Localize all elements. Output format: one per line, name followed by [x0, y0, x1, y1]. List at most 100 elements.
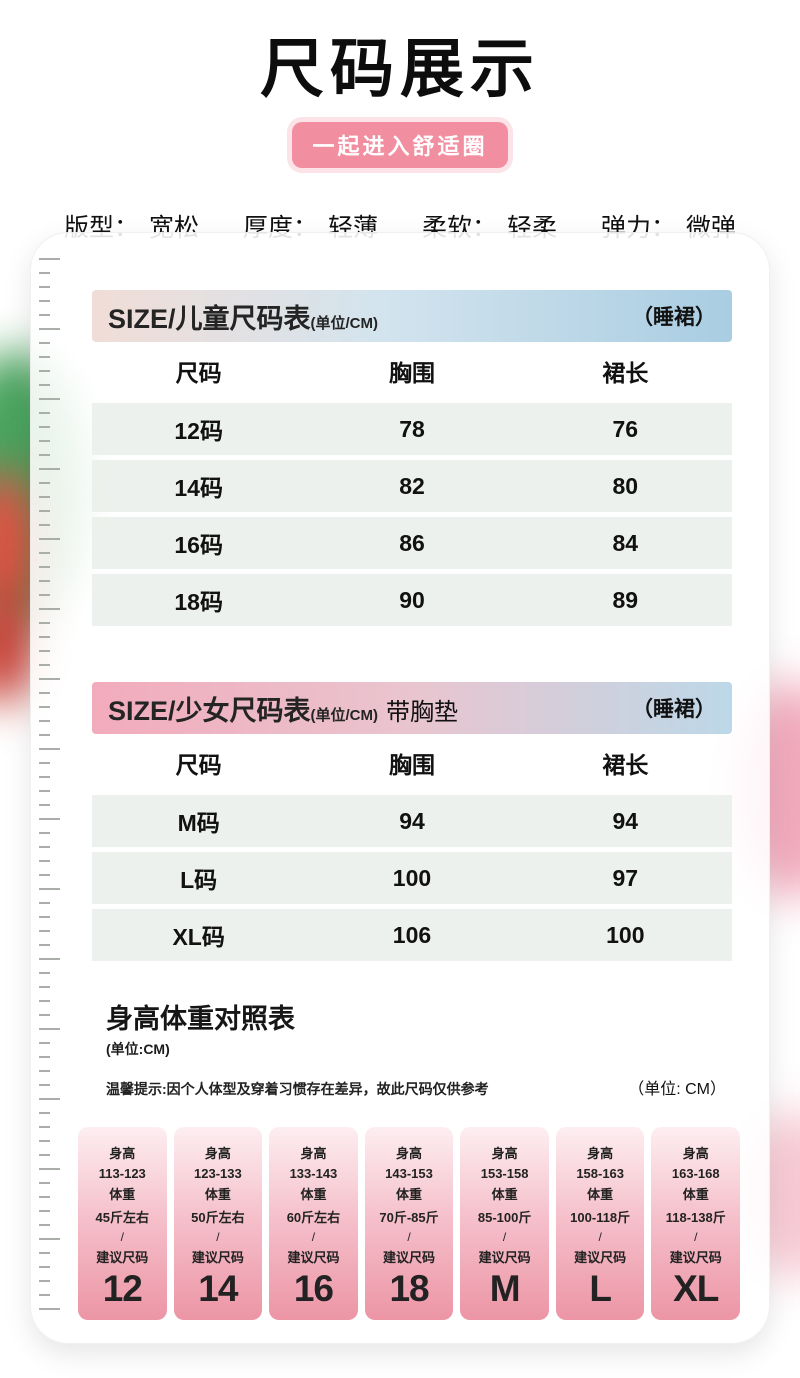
- table-row: L码 100 97: [92, 852, 732, 904]
- reference-unit: (单位:CM): [106, 1041, 170, 1057]
- column-header: 胸围: [388, 360, 435, 386]
- card-size-value: M: [489, 1268, 521, 1309]
- length-cell: 94: [612, 807, 639, 834]
- size-cell: 18码: [174, 589, 223, 615]
- card-weight-label: 体重: [300, 1187, 327, 1202]
- card-suggest-label: 建议尺码: [478, 1250, 531, 1265]
- length-cell: 97: [612, 864, 639, 891]
- card-suggest-label: 建议尺码: [96, 1250, 149, 1265]
- card-suggest-label: 建议尺码: [383, 1250, 436, 1265]
- card-weight-value: 50斤左右: [191, 1210, 245, 1225]
- column-header: 尺码: [175, 752, 222, 778]
- card-height-label: 身高: [300, 1146, 327, 1161]
- card-suggest-label: 建议尺码: [287, 1250, 340, 1265]
- card-divider: /: [311, 1230, 316, 1244]
- kids-table-header: SIZE/儿童尺码表 (单位/CM) （睡裙）: [92, 290, 732, 342]
- reference-title: 身高体重对照表: [106, 1004, 295, 1034]
- girls-size-table: SIZE/少女尺码表 (单位/CM) 带胸垫 （睡裙） 尺码 胸围 裙长 M码 …: [92, 682, 732, 961]
- card-weight-label: 体重: [587, 1187, 614, 1202]
- card-weight-label: 体重: [682, 1187, 709, 1202]
- table-title: SIZE/儿童尺码表: [108, 303, 311, 334]
- column-header: 胸围: [388, 752, 435, 778]
- table-row: 12码 78 76: [92, 403, 732, 455]
- card-height-value: 153-158: [480, 1166, 529, 1181]
- card-divider: /: [598, 1230, 602, 1244]
- size-card-xl: 身高 163-168 体重 118-138斤 / 建议尺码 XL: [651, 1127, 741, 1320]
- size-card-16: 身高 133-143 体重 60斤左右 / 建议尺码 16: [269, 1127, 358, 1320]
- card-divider: /: [120, 1230, 124, 1244]
- chest-cell: 78: [399, 415, 425, 442]
- reference-note-row: 温馨提示:因个人体型及穿着习惯存在差异，故此尺码仅供参考 （单位: CM）: [92, 1075, 732, 1099]
- table-row: XL码 106 100: [92, 909, 732, 961]
- table-row: 18码 90 89: [92, 574, 732, 626]
- size-cell: XL码: [172, 924, 225, 950]
- size-cell: 12码: [174, 418, 223, 444]
- card-height-label: 身高: [491, 1146, 518, 1161]
- card-divider: /: [502, 1230, 507, 1244]
- card-height-label: 身高: [109, 1146, 136, 1161]
- card-weight-value: 118-138斤: [665, 1210, 726, 1225]
- card-height-value: 163-168: [671, 1166, 720, 1181]
- table-title-group: SIZE/儿童尺码表 (单位/CM): [108, 297, 386, 336]
- card-height-value: 113-123: [98, 1166, 146, 1181]
- chest-cell: 86: [399, 529, 425, 556]
- card-weight-label: 体重: [109, 1187, 136, 1202]
- card-size-value: XL: [673, 1268, 719, 1309]
- kids-size-table: SIZE/儿童尺码表 (单位/CM) （睡裙） 尺码 胸围 裙长 12码 78 …: [92, 290, 732, 626]
- chest-cell: 100: [392, 864, 432, 891]
- size-cell: 16码: [174, 532, 223, 558]
- card-height-value: 158-163: [576, 1166, 625, 1181]
- length-cell: 76: [612, 415, 639, 442]
- card-weight-value: 100-118斤: [570, 1210, 631, 1225]
- card-height-value: 123-133: [194, 1166, 242, 1181]
- table-title-group: SIZE/少女尺码表 (单位/CM) 带胸垫: [108, 689, 458, 728]
- length-cell: 84: [612, 529, 639, 556]
- chest-cell: 94: [399, 807, 425, 834]
- page-title: 尺码展示: [260, 33, 540, 105]
- size-card-18: 身高 143-153 体重 70斤-85斤 / 建议尺码 18: [364, 1127, 454, 1320]
- card-height-value: 143-153: [385, 1166, 433, 1181]
- card-weight-value: 85-100斤: [477, 1210, 532, 1225]
- card-divider: /: [694, 1230, 698, 1244]
- reference-note: 温馨提示:因个人体型及穿着习惯存在差异，故此尺码仅供参考: [106, 1081, 489, 1097]
- table-title: SIZE/少女尺码表: [108, 695, 311, 726]
- card-weight-value: 45斤左右: [95, 1210, 150, 1225]
- card-height-label: 身高: [682, 1146, 709, 1161]
- card-height-label: 身高: [204, 1146, 231, 1161]
- card-size-value: 14: [198, 1268, 238, 1309]
- length-cell: 100: [606, 921, 645, 948]
- card-size-value: 12: [102, 1268, 143, 1309]
- card-suggest-label: 建议尺码: [191, 1250, 244, 1265]
- size-cell: L码: [180, 867, 218, 893]
- girls-table-header: SIZE/少女尺码表 (单位/CM) 带胸垫 （睡裙）: [92, 682, 732, 734]
- subtitle-badge: 一起进入舒适圈: [292, 122, 508, 168]
- length-cell: 89: [612, 586, 639, 613]
- table-title-suffix: 带胸垫: [386, 698, 459, 726]
- card-height-value: 133-143: [289, 1166, 338, 1181]
- table-title-unit: (单位/CM): [310, 314, 379, 332]
- ruler-graphic: [39, 258, 63, 1318]
- card-weight-value: 60斤左右: [286, 1210, 341, 1225]
- table-tag-label: （睡裙）: [632, 698, 716, 721]
- size-card-12: 身高 113-123 体重 45斤左右 / 建议尺码 12: [78, 1127, 167, 1320]
- chest-cell: 90: [399, 586, 425, 613]
- size-chart-card: SIZE/儿童尺码表 (单位/CM) （睡裙） 尺码 胸围 裙长 12码 78 …: [30, 232, 770, 1344]
- size-card-l: 身高 158-163 体重 100-118斤 / 建议尺码 L: [555, 1127, 645, 1320]
- size-cell: 14码: [174, 475, 223, 501]
- card-size-value: 16: [293, 1268, 334, 1309]
- length-cell: 80: [612, 472, 639, 499]
- subtitle-badge-wrap: 一起进入舒适圈: [0, 122, 800, 168]
- card-weight-label: 体重: [204, 1187, 231, 1202]
- table-tag-label: （睡裙）: [632, 306, 716, 329]
- table-title-unit: (单位/CM): [310, 706, 379, 724]
- card-divider: /: [407, 1230, 411, 1244]
- column-header: 裙长: [602, 752, 649, 778]
- column-header: 裙长: [602, 360, 649, 386]
- card-weight-label: 体重: [396, 1187, 423, 1202]
- card-suggest-label: 建议尺码: [574, 1250, 627, 1265]
- table-row: M码 94 94: [92, 795, 732, 847]
- card-height-label: 身高: [396, 1146, 423, 1161]
- card-height-label: 身高: [587, 1146, 614, 1161]
- card-suggest-label: 建议尺码: [669, 1250, 722, 1265]
- column-header-row: 尺码 胸围 裙长: [92, 736, 732, 790]
